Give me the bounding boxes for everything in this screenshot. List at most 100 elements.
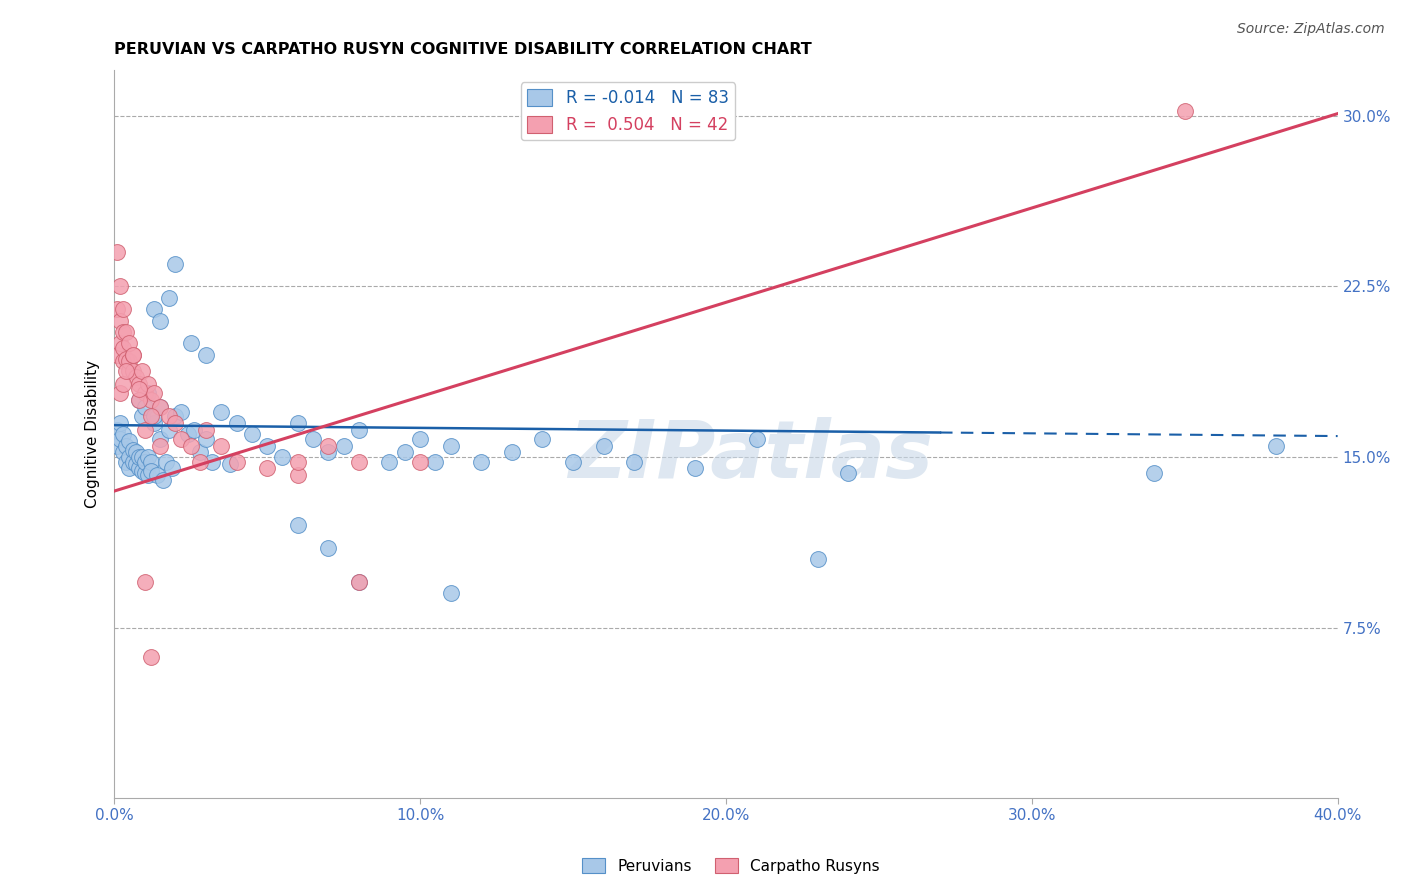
Point [394,445,416,459]
Point [121,348,143,362]
Point [188,454,211,468]
Point [225,416,247,430]
Point [425,454,447,468]
Point [183,423,205,437]
Point [170,432,193,446]
Point [128,393,150,408]
Point [115,439,138,453]
Point [176,427,198,442]
Point [409,432,432,446]
Point [112,302,135,317]
Point [347,454,370,468]
Point [128,461,150,475]
Point [209,439,232,453]
Point [128,382,150,396]
Point [115,363,138,377]
Point [136,468,159,483]
Point [139,454,162,468]
Point [316,541,339,555]
Point [112,341,135,355]
Point [124,370,146,384]
Point [302,432,325,446]
Point [121,363,143,377]
Point [136,377,159,392]
Point [142,416,165,430]
Point [131,409,153,423]
Point [136,386,159,401]
Point [685,461,707,475]
Point [157,291,180,305]
Point [112,445,135,459]
Point [134,466,156,480]
Point [139,464,162,478]
Point [110,416,132,430]
Point [1265,439,1288,453]
Point [134,386,156,401]
Point [155,454,177,468]
Point [287,454,309,468]
Point [149,313,172,327]
Point [162,461,184,475]
Point [139,409,162,423]
Point [409,454,432,468]
Point [128,450,150,464]
Point [562,454,585,468]
Point [165,257,187,271]
Point [807,552,830,566]
Point [287,518,309,533]
Point [256,461,278,475]
Point [194,423,217,437]
Point [121,454,143,468]
Point [134,400,156,414]
Point [142,302,165,317]
Point [131,464,153,478]
Point [139,393,162,408]
Point [121,443,143,458]
Point [105,245,128,260]
Point [110,279,132,293]
Point [347,575,370,590]
Point [837,466,859,480]
Point [115,325,138,339]
Point [139,650,162,665]
Point [240,427,263,442]
Point [149,400,172,414]
Point [142,409,165,423]
Point [287,468,309,483]
Point [531,432,554,446]
Point [105,348,128,362]
Point [124,445,146,459]
Point [105,302,128,317]
Point [440,439,463,453]
Point [131,363,153,377]
Point [347,423,370,437]
Point [209,404,232,418]
Point [347,575,370,590]
Point [188,445,211,459]
Point [470,454,492,468]
Point [121,348,143,362]
Point [501,445,523,459]
Point [110,313,132,327]
Point [219,457,242,471]
Y-axis label: Cognitive Disability: Cognitive Disability [86,360,100,508]
Point [105,423,128,437]
Point [110,386,132,401]
Point [1143,466,1166,480]
Point [124,457,146,471]
Point [118,354,141,368]
Point [287,416,309,430]
Legend: Peruvians, Carpatho Rusyns: Peruvians, Carpatho Rusyns [576,852,886,880]
Point [165,409,187,423]
Point [149,432,172,446]
Point [112,325,135,339]
Point [105,439,128,453]
Text: Source: ZipAtlas.com: Source: ZipAtlas.com [1237,22,1385,37]
Point [180,336,202,351]
Point [157,409,180,423]
Point [194,432,217,446]
Point [112,427,135,442]
Point [112,377,135,392]
Point [194,348,217,362]
Point [134,454,156,468]
